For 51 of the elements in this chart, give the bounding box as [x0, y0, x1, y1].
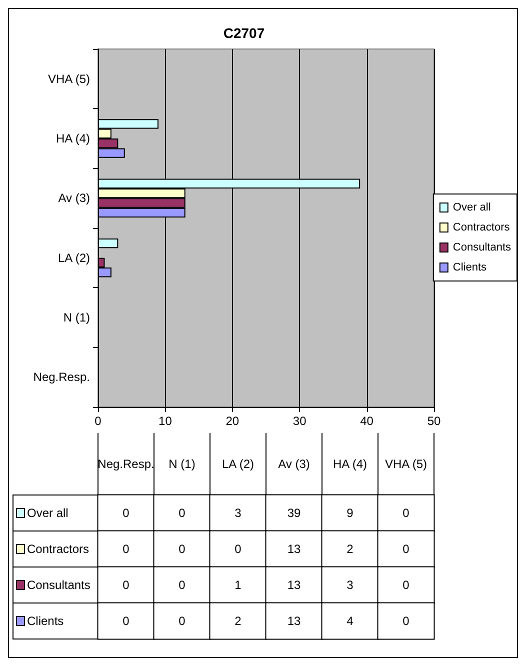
data-label: 3 — [234, 506, 242, 520]
y-tick-label: N (1) — [63, 310, 90, 324]
data-label: 1 — [234, 578, 242, 592]
legend-label: Clients — [452, 262, 488, 274]
chart-title: C2707 — [223, 25, 265, 41]
data-label: 4 — [346, 614, 354, 628]
data-label: 13 — [287, 542, 301, 556]
data-label: 39 — [287, 506, 301, 520]
x-tick-label: Neg.Resp. — [98, 457, 154, 471]
x-tick-label: HA (4) — [332, 457, 368, 471]
data-label: 0 — [122, 542, 130, 556]
data-label: 0 — [178, 614, 186, 628]
x-tick-label: VHA (5) — [384, 457, 428, 471]
x-tick-label: 30 — [292, 414, 307, 428]
data-label: 0 — [402, 506, 410, 520]
y-tick-label: Over all — [27, 506, 68, 520]
data-label: 0 — [122, 578, 130, 592]
x-tick-label: 20 — [226, 414, 240, 428]
data-label: 0 — [178, 542, 186, 556]
data-label: 0 — [402, 578, 410, 592]
y-tick-label: Av (3) — [58, 191, 90, 206]
y-tick-label: Neg.Resp. — [33, 370, 90, 384]
legend-label: Consultants — [452, 242, 512, 254]
y-tick-label: HA (4) — [56, 132, 90, 146]
y-tick-label: Consultants — [27, 578, 90, 592]
data-label: 0 — [122, 506, 130, 520]
x-tick-label: N (1) — [168, 457, 196, 471]
x-tick-label: 50 — [427, 414, 441, 428]
data-label: 0 — [178, 578, 186, 592]
x-tick-label: 10 — [158, 414, 172, 428]
x-tick-label: 0 — [94, 414, 102, 428]
data-label: 0 — [178, 506, 186, 520]
x-tick-label: LA (2) — [222, 457, 254, 471]
x-tick-label: Av (3) — [278, 457, 310, 471]
data-label: 9 — [346, 506, 354, 520]
data-label: 0 — [402, 614, 410, 628]
y-tick-label: VHA (5) — [48, 72, 90, 86]
y-tick-label: Contractors — [27, 542, 90, 556]
data-label: 3 — [346, 578, 354, 592]
data-label: 13 — [287, 614, 301, 628]
legend-label: Contractors — [452, 222, 510, 234]
data-label: 2 — [346, 542, 354, 556]
y-tick-label: LA (2) — [58, 250, 90, 265]
data-label: 0 — [234, 542, 242, 556]
x-tick-label: 40 — [360, 414, 374, 428]
data-label: 2 — [234, 614, 242, 628]
y-tick-label: Clients — [27, 614, 64, 628]
data-label: 0 — [402, 542, 410, 556]
data-label: 0 — [122, 614, 130, 628]
data-label: 13 — [287, 578, 301, 592]
legend-label: Over all — [452, 202, 491, 214]
